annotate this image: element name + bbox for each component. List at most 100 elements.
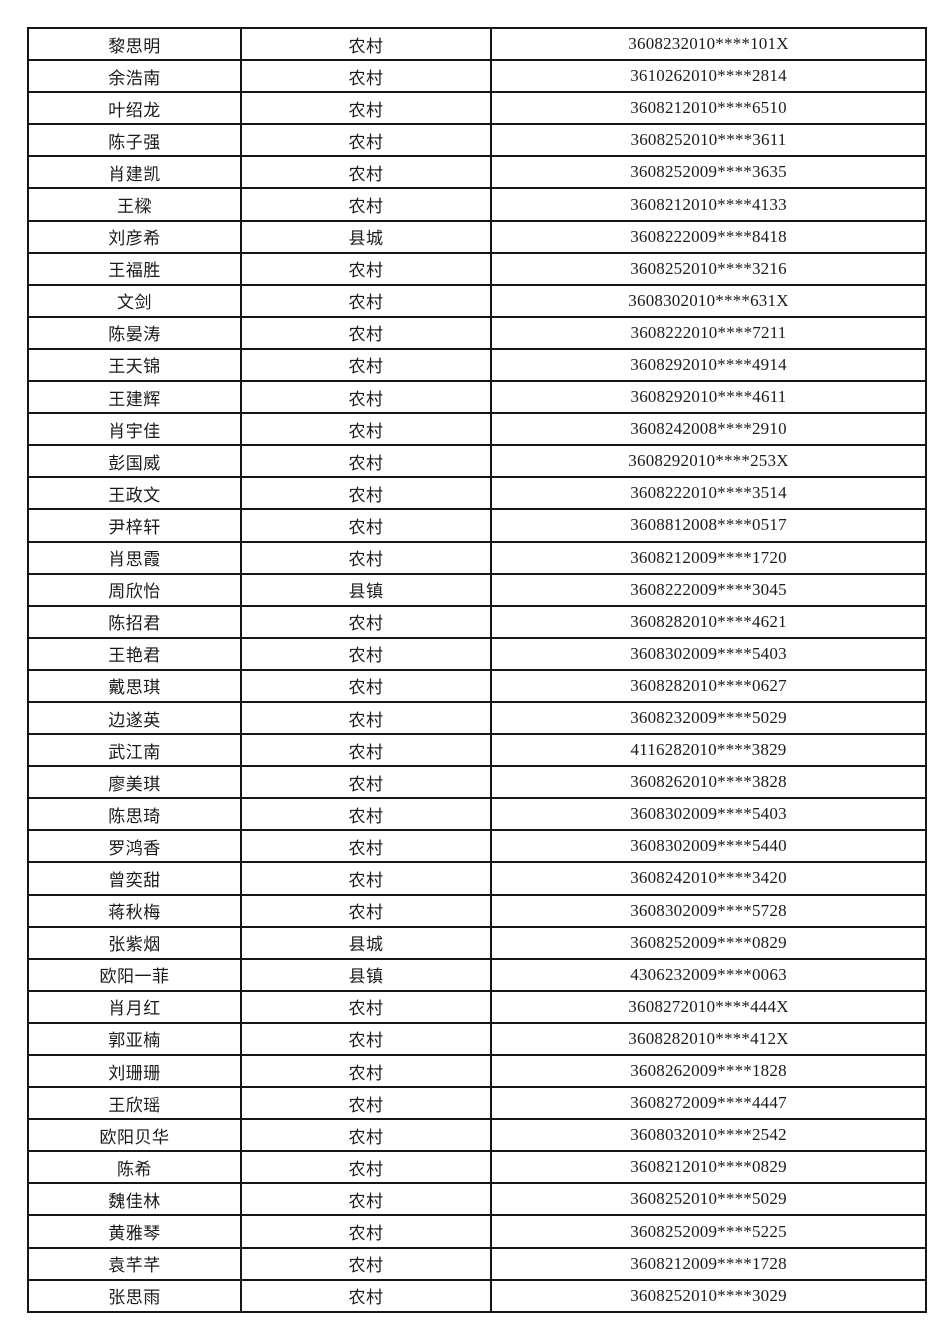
- name-cell: 蒋秋梅: [27, 893, 242, 928]
- table-row: 肖建凯 农村 3608252009****3635: [27, 155, 927, 190]
- name-cell: 王福胜: [27, 251, 242, 286]
- id-cell: 3608292010****253X: [490, 444, 927, 479]
- residence-cell: 县镇: [240, 572, 492, 607]
- name-cell: 廖美琪: [27, 765, 242, 800]
- name-cell: 王樑: [27, 187, 242, 222]
- residence-cell: 农村: [240, 26, 492, 62]
- roster-body: 黎思明 农村 3608232010****101X 余浩南 农村 3610262010**…: [27, 26, 927, 1313]
- residence-cell: 农村: [240, 347, 492, 383]
- residence-cell: 农村: [240, 1214, 492, 1249]
- residence-cell: 农村: [240, 765, 492, 800]
- table-row: 王福胜 农村 3608252010****3216: [27, 251, 927, 286]
- residence-cell: 农村: [240, 91, 492, 126]
- id-cell: 3608212010****6510: [490, 91, 927, 126]
- id-cell: 3608232009****5029: [490, 700, 927, 736]
- table-row: 黎思明 农村 3608232010****101X: [27, 26, 927, 62]
- name-cell: 郭亚楠: [27, 1021, 242, 1057]
- name-cell: 尹梓轩: [27, 508, 242, 543]
- residence-cell: 农村: [240, 829, 492, 864]
- id-cell: 3608252009****0829: [490, 925, 927, 960]
- table-row: 王政文 农村 3608222010****3514: [27, 476, 927, 511]
- id-cell: 3608212009****1720: [490, 540, 927, 575]
- id-cell: 3608252010****3216: [490, 251, 927, 286]
- residence-cell: 农村: [240, 668, 492, 703]
- name-cell: 袁芊芊: [27, 1246, 242, 1281]
- id-cell: 3610262010****2814: [490, 59, 927, 94]
- name-cell: 张思雨: [27, 1278, 242, 1313]
- table-row: 欧阳一菲 县镇 4306232009****0063: [27, 957, 927, 992]
- table-row: 武江南 农村 4116282010****3829: [27, 733, 927, 768]
- table-row: 罗鸿香 农村 3608302009****5440: [27, 829, 927, 864]
- id-cell: 3608292010****4611: [490, 380, 927, 415]
- name-cell: 刘彦希: [27, 219, 242, 254]
- roster-table: 黎思明 农村 3608232010****101X 余浩南 农村 3610262010**…: [27, 26, 927, 1313]
- name-cell: 陈希: [27, 1150, 242, 1185]
- name-cell: 王艳君: [27, 636, 242, 671]
- id-cell: 3608282010****4621: [490, 604, 927, 639]
- residence-cell: 农村: [240, 1021, 492, 1057]
- table-row: 叶绍龙 农村 3608212010****6510: [27, 91, 927, 126]
- name-cell: 肖宇佳: [27, 412, 242, 447]
- table-row: 张思雨 农村 3608252010****3029: [27, 1278, 927, 1313]
- table-row: 陈希 农村 3608212010****0829: [27, 1150, 927, 1185]
- residence-cell: 农村: [240, 700, 492, 736]
- table-row: 陈招君 农村 3608282010****4621: [27, 604, 927, 639]
- id-cell: 3608212010****4133: [490, 187, 927, 222]
- residence-cell: 农村: [240, 604, 492, 639]
- table-row: 欧阳贝华 农村 3608032010****2542: [27, 1118, 927, 1153]
- name-cell: 张紫烟: [27, 925, 242, 960]
- name-cell: 王政文: [27, 476, 242, 511]
- name-cell: 黎思明: [27, 26, 242, 62]
- id-cell: 3608292010****4914: [490, 347, 927, 383]
- name-cell: 黄雅琴: [27, 1214, 242, 1249]
- id-cell: 3608812008****0517: [490, 508, 927, 543]
- name-cell: 文剑: [27, 283, 242, 318]
- id-cell: 3608302009****5728: [490, 893, 927, 928]
- id-cell: 3608302010****631X: [490, 283, 927, 318]
- residence-cell: 农村: [240, 508, 492, 543]
- table-row: 王建辉 农村 3608292010****4611: [27, 380, 927, 415]
- table-row: 魏佳林 农村 3608252010****5029: [27, 1182, 927, 1217]
- id-cell: 3608222009****3045: [490, 572, 927, 607]
- name-cell: 刘珊珊: [27, 1053, 242, 1089]
- name-cell: 彭国威: [27, 444, 242, 479]
- residence-cell: 农村: [240, 187, 492, 222]
- table-row: 余浩南 农村 3610262010****2814: [27, 59, 927, 94]
- residence-cell: 农村: [240, 636, 492, 671]
- residence-cell: 农村: [240, 380, 492, 415]
- table-row: 王樑 农村 3608212010****4133: [27, 187, 927, 222]
- name-cell: 周欣怡: [27, 572, 242, 607]
- id-cell: 3608302009****5403: [490, 797, 927, 832]
- name-cell: 陈子强: [27, 123, 242, 158]
- name-cell: 王天锦: [27, 347, 242, 383]
- residence-cell: 农村: [240, 1118, 492, 1153]
- residence-cell: 农村: [240, 251, 492, 286]
- table-row: 陈子强 农村 3608252010****3611: [27, 123, 927, 158]
- name-cell: 肖建凯: [27, 155, 242, 190]
- name-cell: 戴思琪: [27, 668, 242, 703]
- residence-cell: 县城: [240, 219, 492, 254]
- residence-cell: 农村: [240, 1086, 492, 1121]
- table-row: 陈晏涛 农村 3608222010****7211: [27, 315, 927, 350]
- name-cell: 魏佳林: [27, 1182, 242, 1217]
- name-cell: 曾奕甜: [27, 861, 242, 896]
- residence-cell: 农村: [240, 861, 492, 896]
- id-cell: 3608272010****444X: [490, 989, 927, 1024]
- name-cell: 武江南: [27, 733, 242, 768]
- table-row: 王欣瑶 农村 3608272009****4447: [27, 1086, 927, 1121]
- id-cell: 3608262010****3828: [490, 765, 927, 800]
- id-cell: 3608212010****0829: [490, 1150, 927, 1185]
- name-cell: 欧阳一菲: [27, 957, 242, 992]
- residence-cell: 农村: [240, 315, 492, 350]
- id-cell: 3608262009****1828: [490, 1053, 927, 1089]
- table-row: 黄雅琴 农村 3608252009****5225: [27, 1214, 927, 1249]
- residence-cell: 农村: [240, 540, 492, 575]
- residence-cell: 农村: [240, 797, 492, 832]
- table-row: 尹梓轩 农村 3608812008****0517: [27, 508, 927, 543]
- table-row: 郭亚楠 农村 3608282010****412X: [27, 1021, 927, 1057]
- table-row: 彭国威 农村 3608292010****253X: [27, 444, 927, 479]
- name-cell: 陈晏涛: [27, 315, 242, 350]
- id-cell: 3608302009****5403: [490, 636, 927, 671]
- residence-cell: 农村: [240, 1278, 492, 1313]
